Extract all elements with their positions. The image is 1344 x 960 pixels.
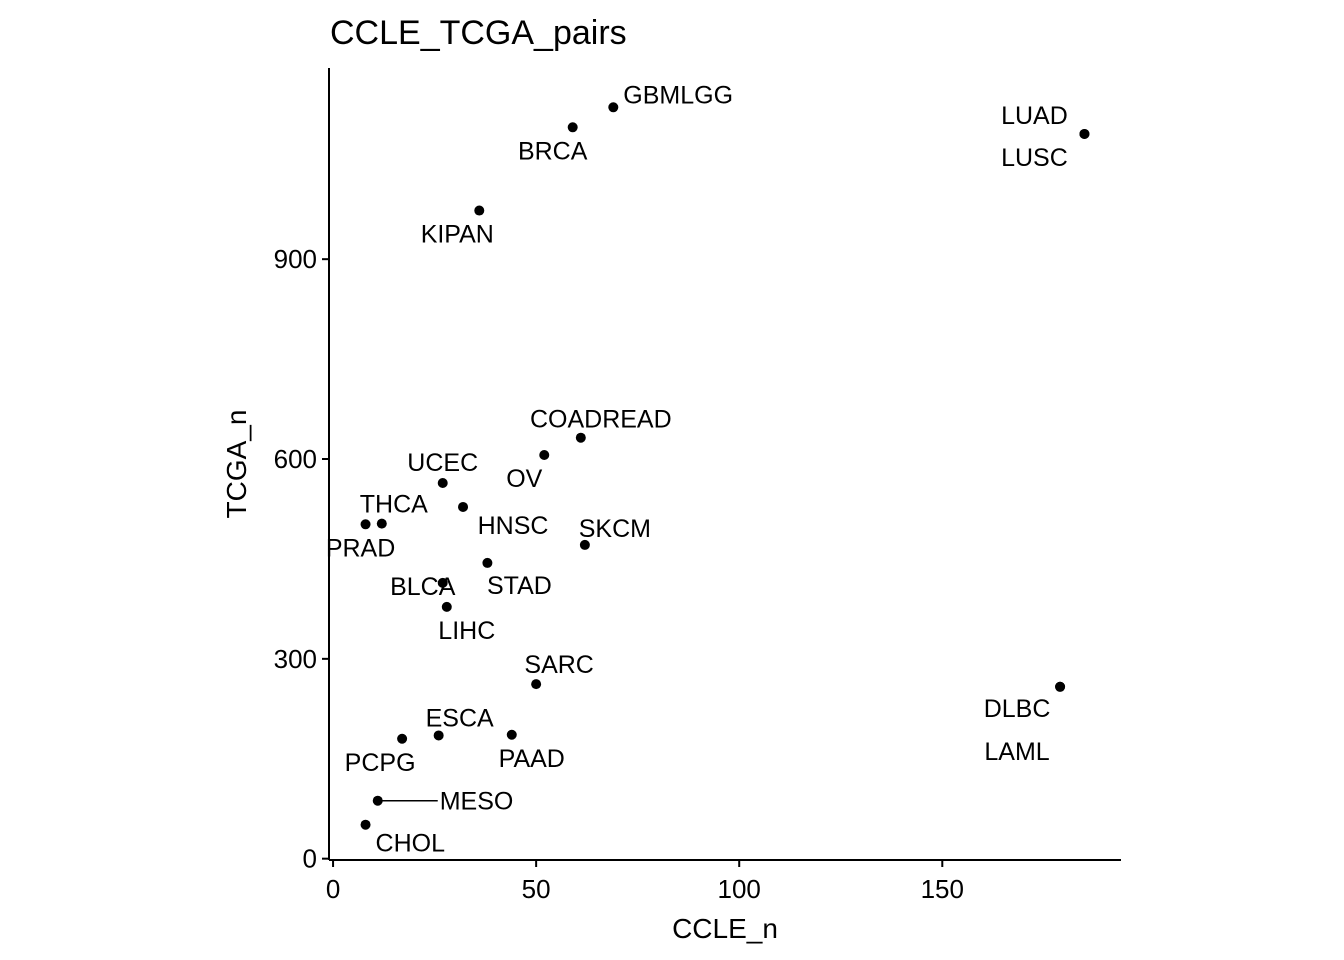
- x-tick-label: 50: [522, 874, 551, 904]
- point-gbmlgg: [608, 102, 619, 113]
- point-laml: [1055, 681, 1066, 692]
- point-brca: [567, 122, 578, 133]
- label-skcm: SKCM: [579, 515, 651, 543]
- x-axis-title: CCLE_n: [672, 913, 778, 944]
- point-meso: [372, 795, 383, 806]
- label-pcpg: PCPG: [345, 749, 416, 777]
- label-hnsc: HNSC: [478, 512, 549, 540]
- point-chol: [360, 819, 371, 830]
- label-laml: LAML: [984, 738, 1049, 766]
- point-ucec: [437, 477, 448, 488]
- label-lihc: LIHC: [438, 617, 495, 645]
- point-blca: [437, 577, 448, 588]
- label-paad: PAAD: [499, 745, 565, 773]
- label-thca: THCA: [360, 491, 428, 519]
- point-lihc: [441, 601, 452, 612]
- point-sarc: [531, 679, 542, 690]
- y-tick-label: 0: [303, 844, 317, 874]
- label-blca: BLCA: [390, 573, 456, 601]
- label-kipan: KIPAN: [421, 221, 494, 249]
- y-tick-label: 600: [274, 444, 317, 474]
- x-tick-label: 150: [921, 874, 964, 904]
- point-paad: [506, 729, 517, 740]
- label-esca: ESCA: [426, 704, 494, 732]
- label-ucec: UCEC: [407, 449, 478, 477]
- point-thca: [376, 518, 387, 529]
- label-luad: LUAD: [1001, 102, 1068, 130]
- axes: 0 50 100 150 0 300 600 900: [274, 68, 1121, 904]
- point-prad: [360, 519, 371, 530]
- data-points: [360, 102, 1090, 830]
- label-prad: PRAD: [326, 534, 395, 562]
- label-chol: CHOL: [376, 830, 446, 858]
- chart-title: CCLE_TCGA_pairs: [330, 14, 627, 52]
- label-sarc: SARC: [524, 651, 593, 679]
- label-stad: STAD: [487, 572, 552, 600]
- label-meso: MESO: [440, 788, 514, 816]
- label-gbmlgg: GBMLGG: [623, 81, 733, 109]
- label-ov: OV: [506, 465, 542, 493]
- point-lusc: [1079, 128, 1090, 139]
- y-tick-label: 300: [274, 644, 317, 674]
- label-dlbc: DLBC: [984, 695, 1051, 723]
- x-tick-label: 100: [718, 874, 761, 904]
- point-kipan: [474, 205, 485, 216]
- point-ov: [539, 450, 550, 461]
- point-hnsc: [458, 501, 469, 512]
- point-esca: [433, 730, 444, 741]
- label-coadread: COADREAD: [530, 406, 672, 434]
- point-stad: [482, 557, 493, 568]
- point-skcm: [579, 539, 590, 550]
- point-labels: GBMLGG BRCA LUAD LUSC KIPAN COADREAD OV UCEC HNS…: [326, 81, 1068, 857]
- label-brca: BRCA: [518, 137, 588, 165]
- y-tick-label: 900: [274, 244, 317, 274]
- label-lusc: LUSC: [1001, 144, 1068, 172]
- point-pcpg: [397, 733, 408, 744]
- point-coadread: [575, 432, 586, 443]
- y-axis-title: TCGA_n: [221, 410, 252, 519]
- x-tick-label: 0: [326, 874, 340, 904]
